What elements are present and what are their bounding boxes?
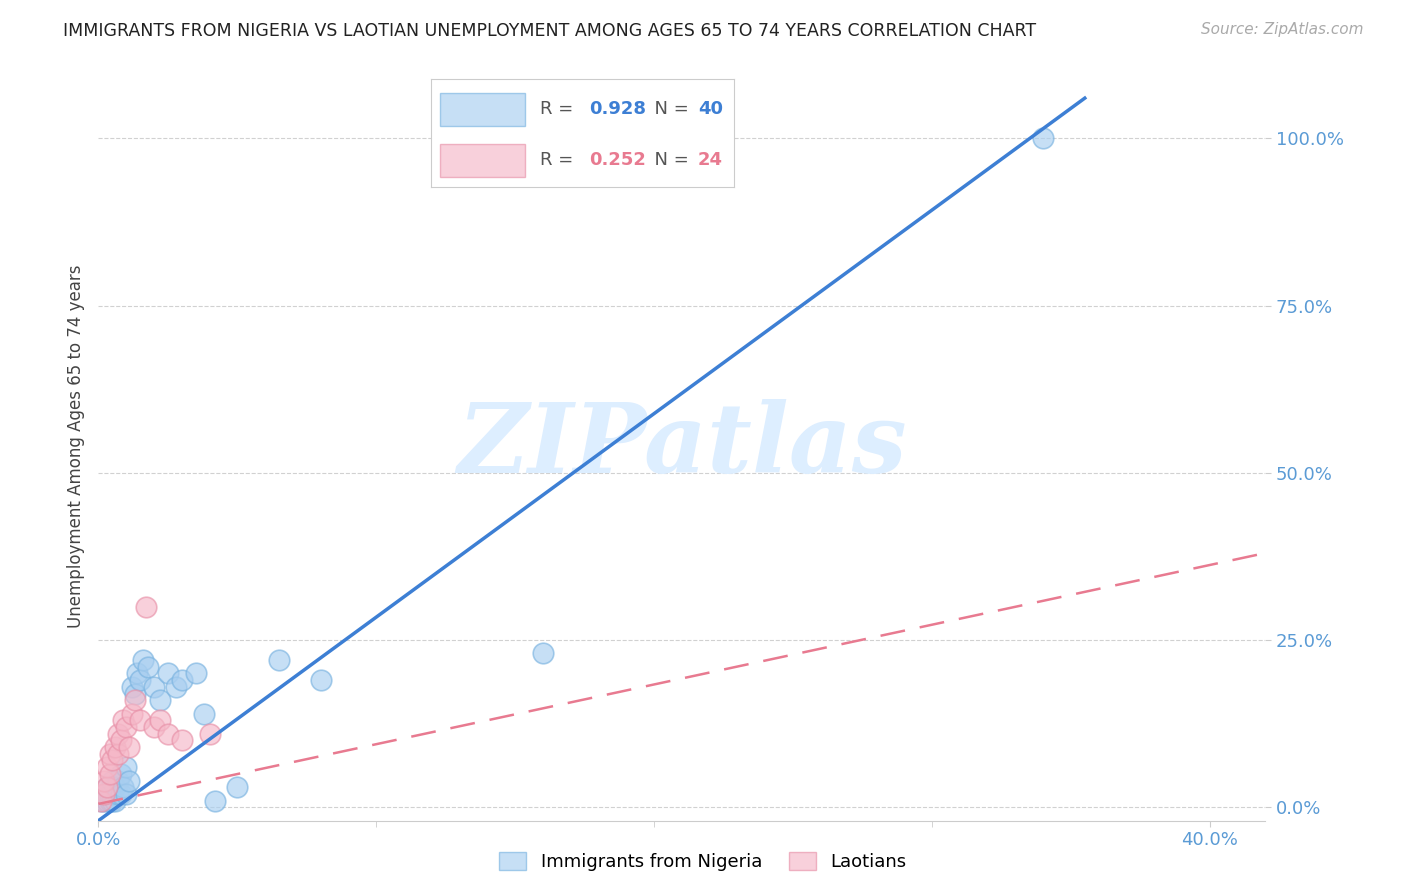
Point xyxy=(98,747,121,761)
Point xyxy=(104,794,127,808)
Point xyxy=(204,794,226,808)
Point xyxy=(138,660,160,674)
Point xyxy=(1032,131,1054,145)
Point xyxy=(98,767,121,781)
Text: ZIPatlas: ZIPatlas xyxy=(457,399,907,493)
Point xyxy=(127,666,149,681)
Point xyxy=(198,726,221,740)
Point xyxy=(101,787,124,801)
Point xyxy=(110,787,132,801)
Point xyxy=(104,740,127,755)
Point xyxy=(96,780,118,795)
Point xyxy=(101,773,124,788)
Point xyxy=(124,687,146,701)
Point xyxy=(115,760,138,774)
Point xyxy=(165,680,187,694)
Point xyxy=(135,599,157,614)
Point xyxy=(118,773,141,788)
Point xyxy=(124,693,146,707)
Text: Source: ZipAtlas.com: Source: ZipAtlas.com xyxy=(1201,22,1364,37)
Point xyxy=(93,773,115,788)
Point xyxy=(96,780,118,795)
Point xyxy=(93,794,115,808)
Point xyxy=(170,733,193,747)
Point xyxy=(148,693,170,707)
Point xyxy=(90,794,112,808)
Point xyxy=(115,720,138,734)
Point xyxy=(90,794,112,808)
Point xyxy=(132,653,155,667)
Point xyxy=(107,773,129,788)
Point xyxy=(107,726,129,740)
Legend: Immigrants from Nigeria, Laotians: Immigrants from Nigeria, Laotians xyxy=(492,845,914,879)
Point xyxy=(148,714,170,728)
Point xyxy=(118,740,141,755)
Point xyxy=(93,787,115,801)
Point xyxy=(156,726,179,740)
Point xyxy=(156,666,179,681)
Text: IMMIGRANTS FROM NIGERIA VS LAOTIAN UNEMPLOYMENT AMONG AGES 65 TO 74 YEARS CORREL: IMMIGRANTS FROM NIGERIA VS LAOTIAN UNEMP… xyxy=(63,22,1036,40)
Point xyxy=(98,794,121,808)
Point xyxy=(107,787,129,801)
Point xyxy=(170,673,193,688)
Point xyxy=(107,747,129,761)
Point xyxy=(101,794,124,808)
Point xyxy=(226,780,249,795)
Point xyxy=(98,787,121,801)
Point xyxy=(112,780,135,795)
Point xyxy=(104,780,127,795)
Y-axis label: Unemployment Among Ages 65 to 74 years: Unemployment Among Ages 65 to 74 years xyxy=(66,264,84,628)
Point xyxy=(101,753,124,767)
Point xyxy=(143,720,166,734)
Point xyxy=(267,653,290,667)
Point xyxy=(96,787,118,801)
Point xyxy=(115,787,138,801)
Point xyxy=(121,680,143,694)
Point xyxy=(96,760,118,774)
Point xyxy=(129,673,152,688)
Point xyxy=(93,787,115,801)
Point xyxy=(110,767,132,781)
Point xyxy=(96,794,118,808)
Point xyxy=(184,666,207,681)
Point xyxy=(121,706,143,721)
Point xyxy=(309,673,332,688)
Point xyxy=(112,714,135,728)
Point xyxy=(193,706,215,721)
Point xyxy=(531,646,554,660)
Point xyxy=(129,714,152,728)
Point xyxy=(143,680,166,694)
Point xyxy=(110,733,132,747)
